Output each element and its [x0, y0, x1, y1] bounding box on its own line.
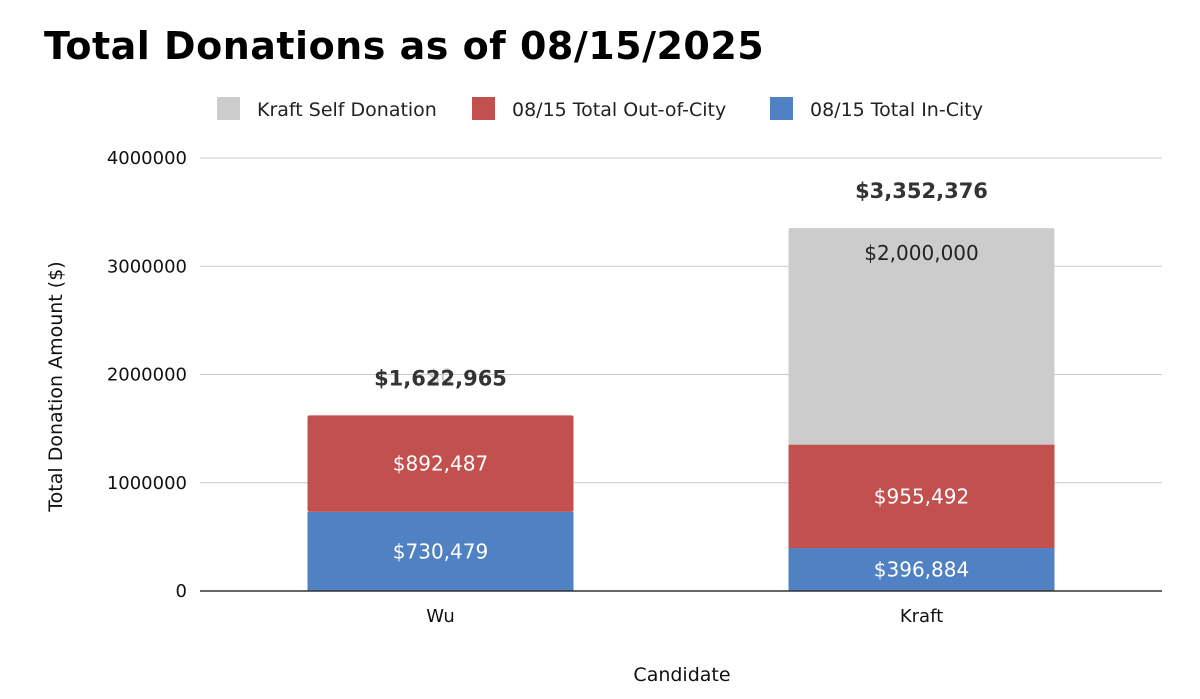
x-tick-label: Kraft: [900, 606, 943, 627]
total-label-wu: $1,622,965: [374, 366, 507, 390]
bar-08-15-total-in-city-wu: [307, 511, 574, 591]
total-label-kraft: $3,352,376: [855, 179, 988, 203]
data-label-kraft-self-donation-kraft: $2,000,000: [864, 241, 979, 265]
x-tick-label: Wu: [426, 606, 455, 627]
x-axis-title: Candidate: [633, 664, 730, 686]
y-tick-label: 0: [176, 581, 187, 602]
data-label-08-15-total-out-of-city-wu: $892,487: [393, 452, 488, 476]
y-tick-label: 2000000: [107, 365, 187, 386]
legend-swatch-08-15-total-in-city: [770, 97, 793, 120]
y-axis-title: Total Donation Amount ($): [45, 261, 67, 512]
legend-label-08-15-total-in-city: 08/15 Total In-City: [810, 99, 983, 121]
chart-title: Total Donations as of 08/15/2025: [44, 24, 765, 68]
y-tick-label: 1000000: [107, 473, 187, 494]
legend-label-kraft-self-donation: Kraft Self Donation: [257, 99, 437, 121]
legend-swatch-08-15-total-out-of-city: [472, 97, 495, 120]
y-tick-label: 4000000: [107, 148, 187, 169]
bar-08-15-total-in-city-kraft: [788, 548, 1055, 591]
data-label-08-15-total-in-city-wu: $730,479: [393, 539, 488, 563]
legend-label-08-15-total-out-of-city: 08/15 Total Out-of-City: [512, 99, 726, 121]
bar-08-15-total-out-of-city-kraft: [788, 444, 1055, 549]
data-label-kraft-self-donation-wu: $0: [428, 364, 453, 388]
bar-08-15-total-out-of-city-wu: [307, 415, 574, 512]
y-tick-label: 3000000: [107, 256, 187, 277]
legend-swatch-kraft-self-donation: [217, 97, 240, 120]
data-label-08-15-total-out-of-city-kraft: $955,492: [874, 484, 969, 508]
bar-kraft-self-donation-kraft: [788, 228, 1055, 445]
data-label-08-15-total-in-city-kraft: $396,884: [874, 558, 969, 582]
